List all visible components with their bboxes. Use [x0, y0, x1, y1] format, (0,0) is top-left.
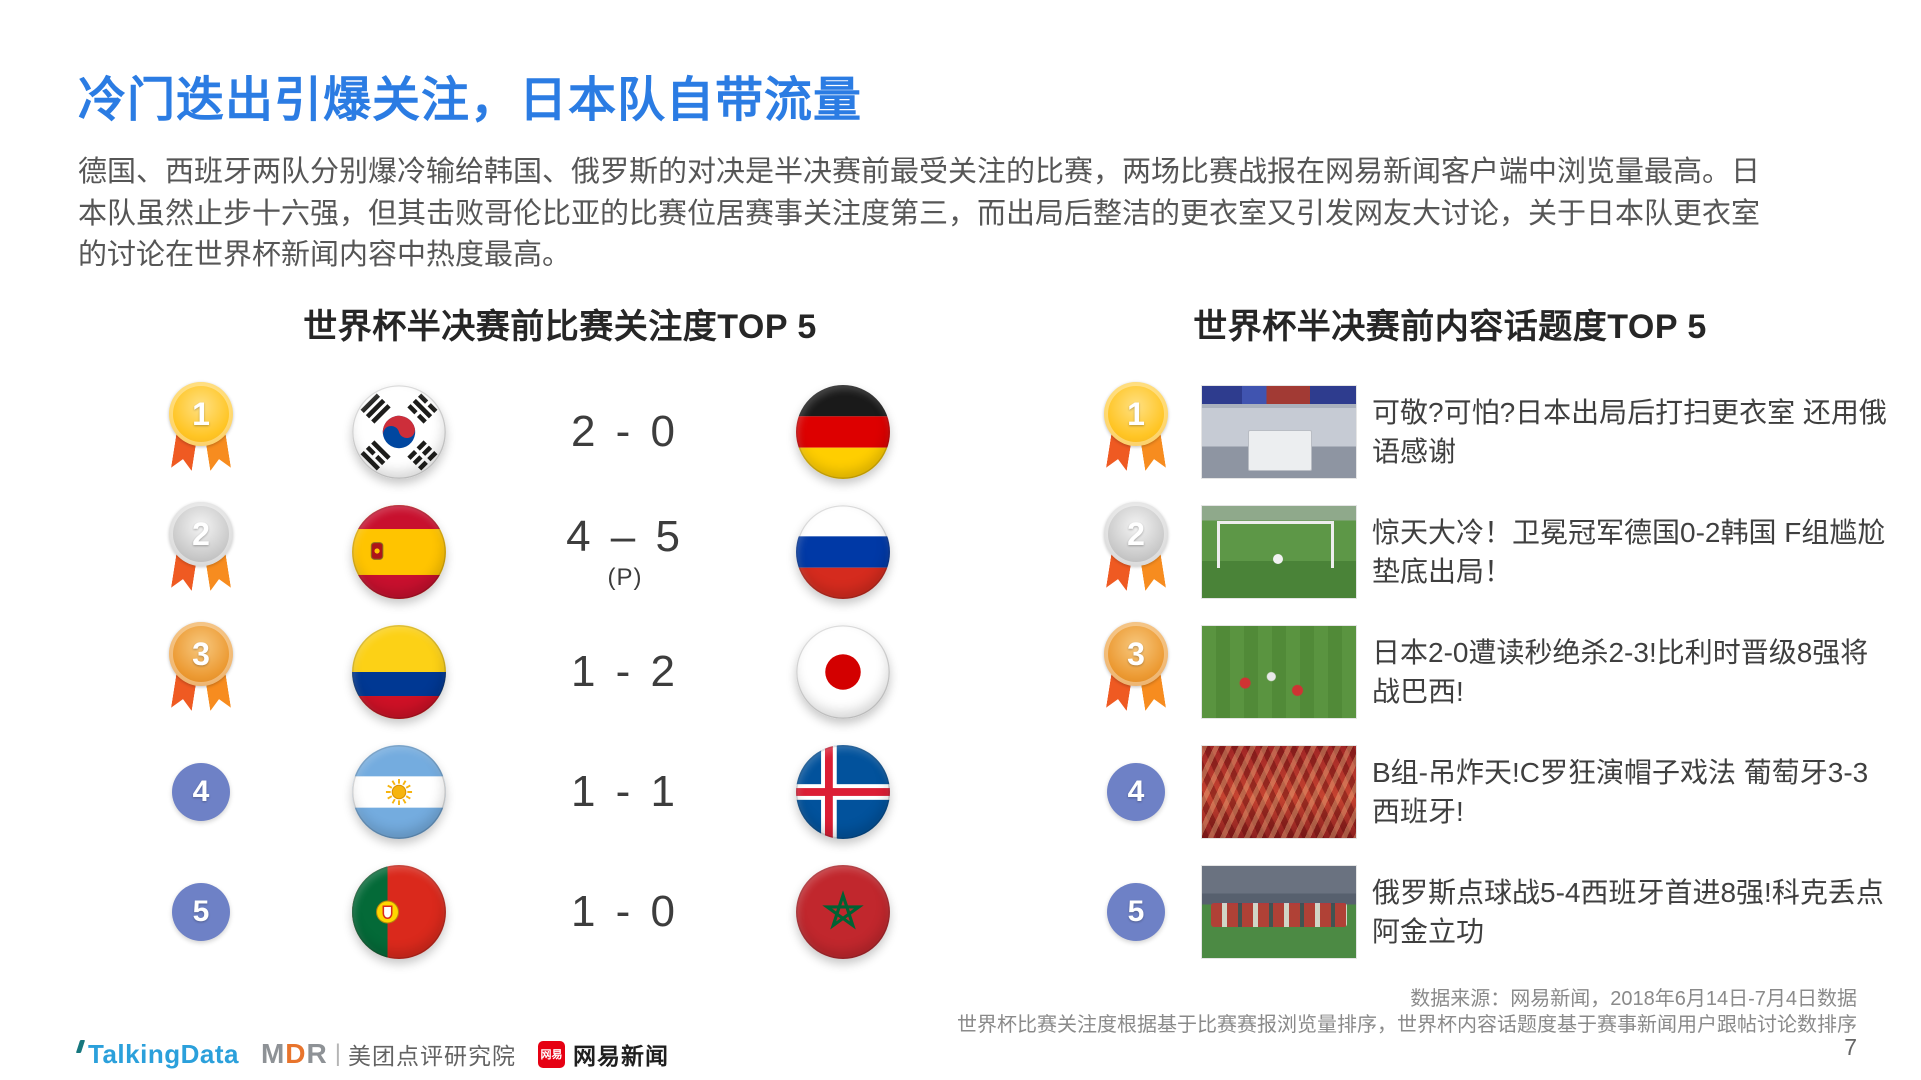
score-note: (P): [607, 564, 643, 591]
news-photo-portugal-spain-fans: [1202, 746, 1356, 838]
netease-icon-text: 网易: [540, 1049, 563, 1061]
rank-circle-icon: 5: [1107, 883, 1165, 941]
rank-circle-icon: 4: [1107, 763, 1165, 821]
mdr-letter-m: M: [260, 1038, 286, 1069]
match-row: 3 1 - 2: [80, 612, 960, 732]
rank-number: 2: [192, 515, 210, 552]
mdr-label: 美团点评研究院: [347, 1043, 516, 1069]
mdr-letter-r: R: [306, 1038, 328, 1069]
flag-morocco-icon: [796, 865, 890, 959]
news-headline: 惊天大冷！卫冕冠军德国0-2韩国 F组尴尬垫底出局！: [1372, 517, 1886, 587]
footer-logos: TalkingData M D R | 美团点评研究院 网易 网易新闻: [75, 1037, 669, 1071]
news-row: 5 俄罗斯点球战5-4西班牙首进8强!科克丢点阿金立功: [1040, 852, 1900, 972]
rank-medal-3-icon: 3: [1100, 622, 1172, 718]
news-row: 3 日本2-0遭读秒绝杀2-3!比利时晋级8强将战巴西!: [1040, 612, 1900, 732]
netease-wordmark: 网易新闻: [572, 1043, 669, 1069]
news-row: 2 惊天大冷！卫冕冠军德国0-2韩国 F组尴尬垫底出局！: [1040, 492, 1900, 612]
news-headline: B组-吊炸天!C罗狂演帽子戏法 葡萄牙3-3西班牙!: [1372, 757, 1869, 827]
rank-number: 3: [1127, 635, 1145, 672]
talkingdata-wordmark: TalkingData: [88, 1038, 239, 1069]
rank-badge: 1: [165, 372, 237, 492]
data-source-line-2: 世界杯比赛关注度根据基于比赛赛报浏览量排序，世界杯内容话题度基于赛事新闻用户跟帖…: [957, 1014, 1857, 1036]
rank-badge: 5: [1100, 852, 1172, 972]
talkingdata-tick-icon: [75, 1039, 86, 1053]
news-photo-germany-korea-match: [1202, 506, 1356, 598]
rank-badge: 5: [165, 852, 237, 972]
rank-medal-3-icon: 3: [165, 622, 237, 718]
intro-line-2: 本队虽然止步十六强，但其击败哥伦比亚的比赛位居赛事关注度第三，而出局后整洁的更衣…: [78, 197, 1761, 230]
rank-badge: 4: [165, 732, 237, 852]
intro-line-1: 德国、西班牙两队分别爆冷输给韩国、俄罗斯的对决是半决赛前最受关注的比赛，两场比赛…: [78, 156, 1761, 188]
match-score: 1 - 0: [510, 852, 740, 972]
left-panel-header: 世界杯半决赛前比赛关注度TOP 5: [303, 308, 817, 346]
rank-number: 1: [192, 395, 210, 432]
rank-number: 1: [1127, 395, 1145, 432]
score-text: 2 - 0: [570, 407, 680, 456]
rank-medal-2-icon: 2: [1100, 502, 1172, 598]
score-text: 4 – 5: [566, 512, 684, 561]
news-photo-russia-spain-match: [1202, 866, 1356, 958]
rank-number: 5: [1127, 895, 1145, 928]
flag-south-korea-icon: [352, 385, 446, 479]
score-text: 1 - 0: [570, 887, 680, 936]
news-headline: 俄罗斯点球战5-4西班牙首进8强!科克丢点阿金立功: [1372, 877, 1884, 947]
rank-number: 4: [192, 775, 210, 808]
rank-number: 5: [192, 895, 210, 928]
flag-iceland-icon: [796, 745, 890, 839]
rank-medal-1-icon: 1: [1100, 382, 1172, 478]
flag-portugal-icon: [352, 865, 446, 959]
page-number: 7: [1844, 1034, 1857, 1060]
news-row: 1 可敬?可怕?日本出局后打扫更衣室 还用俄语感谢: [1040, 372, 1900, 492]
rank-badge: 3: [165, 612, 237, 732]
flag-colombia-icon: [352, 625, 446, 719]
rank-badge: 1: [1100, 372, 1172, 492]
match-row: 4 1 - 1: [80, 732, 960, 852]
score-text: 1 - 2: [570, 647, 680, 696]
rank-medal-2-icon: 2: [165, 502, 237, 598]
intro-paragraph: 德国、西班牙两队分别爆冷输给韩国、俄罗斯的对决是半决赛前最受关注的比赛，两场比赛…: [78, 152, 1883, 277]
rank-number: 3: [192, 635, 210, 672]
news-headline: 可敬?可怕?日本出局后打扫更衣室 还用俄语感谢: [1372, 397, 1887, 467]
flag-argentina-icon: [352, 745, 446, 839]
match-row: 1 2 - 0: [80, 372, 960, 492]
match-row: 5 1 - 0: [80, 852, 960, 972]
rank-number: 2: [1127, 515, 1145, 552]
match-row: 2 4 – 5 (P): [80, 492, 960, 612]
rank-circle-icon: 5: [172, 883, 230, 941]
logo-divider: |: [334, 1040, 341, 1067]
mdr-letter-d: D: [285, 1038, 307, 1069]
score-text: 1 - 1: [570, 767, 680, 816]
rank-badge: 3: [1100, 612, 1172, 732]
topic-ranking-list: 1 可敬?可怕?日本出局后打扫更衣室 还用俄语感谢 2 惊天大冷！卫冕冠军德国0…: [1040, 372, 1900, 972]
intro-line-3: 的讨论在世界杯新闻内容中热度最高。: [78, 239, 572, 271]
rank-badge: 2: [165, 492, 237, 612]
match-score: 4 – 5 (P): [510, 492, 740, 612]
news-row: 4 B组-吊炸天!C罗狂演帽子戏法 葡萄牙3-3西班牙!: [1040, 732, 1900, 852]
data-source-line-1: 数据来源：网易新闻，2018年6月14日-7月4日数据: [1410, 988, 1857, 1010]
flag-germany-icon: [796, 385, 890, 479]
netease-icon: 网易: [537, 1040, 565, 1068]
flag-russia-icon: [796, 505, 890, 599]
rank-badge: 2: [1100, 492, 1172, 612]
page-title: 冷门迭出引爆关注，日本队自带流量: [78, 74, 863, 127]
talkingdata-logo: TalkingData: [75, 1038, 239, 1070]
match-score: 2 - 0: [510, 372, 740, 492]
rank-medal-1-icon: 1: [165, 382, 237, 478]
news-photo-japan-locker-room: [1202, 386, 1356, 478]
flag-japan-icon: [796, 625, 890, 719]
match-score: 1 - 1: [510, 732, 740, 852]
netease-news-logo: 网易 网易新闻: [537, 1037, 669, 1071]
news-headline: 日本2-0遭读秒绝杀2-3!比利时晋级8强将战巴西!: [1372, 637, 1869, 707]
meituan-dianping-institute-logo: M D R | 美团点评研究院: [261, 1037, 516, 1071]
news-photo-japan-belgium-match: [1202, 626, 1356, 718]
rank-badge: 4: [1100, 732, 1172, 852]
flag-spain-icon: [352, 505, 446, 599]
rank-circle-icon: 4: [172, 763, 230, 821]
match-attention-list: 1 2 - 0 2: [80, 372, 960, 972]
rank-number: 4: [1127, 775, 1145, 808]
right-panel-header: 世界杯半决赛前内容话题度TOP 5: [1193, 308, 1707, 346]
data-source-note: 数据来源：网易新闻，2018年6月14日-7月4日数据 世界杯比赛关注度根据基于…: [957, 986, 1857, 1038]
match-score: 1 - 2: [510, 612, 740, 732]
